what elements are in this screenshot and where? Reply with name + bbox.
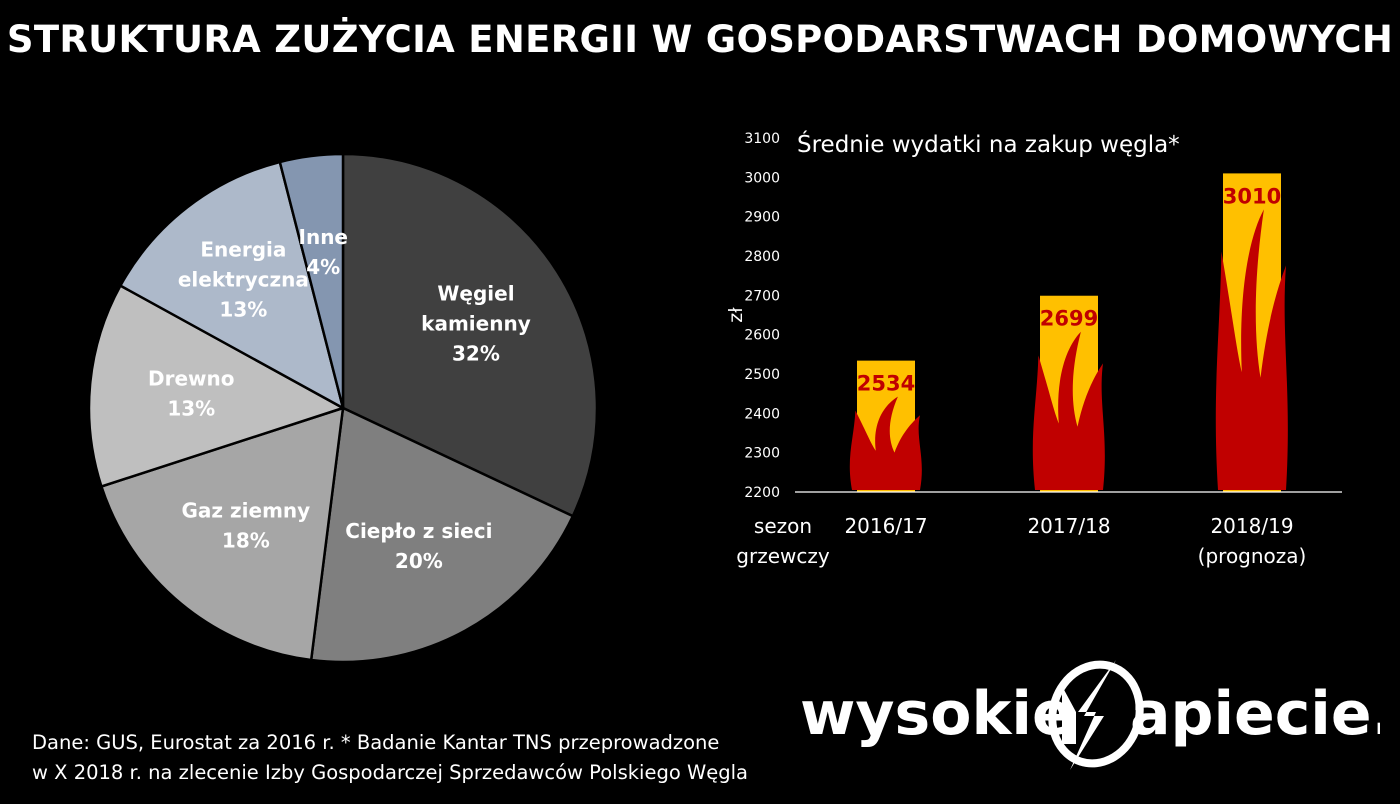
pie-slice-value: 13% xyxy=(167,397,215,421)
pie-slice xyxy=(341,152,599,518)
pie-slice-label: Gaz ziemny 18% xyxy=(182,498,311,552)
y-axis-label: zł xyxy=(725,307,747,323)
y-tick-label: 2400 xyxy=(744,406,780,422)
pie-slice-name: Drewno xyxy=(148,367,234,391)
x-axis-label: grzewczy xyxy=(736,544,830,568)
pie-slice xyxy=(118,160,345,411)
bar-value-label: 2534 xyxy=(857,372,915,396)
y-tick-label: 2200 xyxy=(744,485,780,501)
x-tick-label: (prognoza) xyxy=(1198,544,1307,568)
x-tick-label: 2017/18 xyxy=(1027,514,1110,538)
y-tick-label: 2800 xyxy=(744,249,780,265)
pie-slice xyxy=(309,406,575,664)
pie-slice-value: 13% xyxy=(219,298,267,322)
pie-slice-label: Węgiel kamienny 32% xyxy=(421,282,531,366)
pie-chart: Węgiel kamienny 32% Ciepło z sieci 20% Gaz zi… xyxy=(87,152,599,664)
logo-text-right: apiecie.pl xyxy=(1130,679,1380,749)
x-tick-label: 2016/17 xyxy=(844,514,927,538)
y-tick-label: 3100 xyxy=(744,131,780,147)
logo-text-left: wysokie xyxy=(800,679,1073,749)
pie-slice-name: kamienny xyxy=(421,312,531,336)
y-tick-label: 2300 xyxy=(744,446,780,462)
y-tick-label: 2500 xyxy=(744,367,780,383)
lightning-bolt-icon xyxy=(1048,660,1144,770)
bar-value-label: 3010 xyxy=(1223,184,1281,208)
pie-slice-name: Gaz ziemny xyxy=(182,498,311,522)
x-axis-label: sezon xyxy=(754,514,812,538)
pie-slice xyxy=(99,406,345,662)
flame-icon xyxy=(849,396,922,490)
pie-slice-label: Inne 4% xyxy=(299,225,348,279)
bar-chart-title: Średnie wydatki na zakup węgla* xyxy=(797,130,1180,158)
pie-slice-label: Drewno 13% xyxy=(148,367,234,421)
pie-slice-label: Ciepło z sieci 20% xyxy=(345,519,492,573)
flame-icon xyxy=(1032,331,1105,490)
pie-slice-value: 18% xyxy=(222,528,270,552)
pie-slice-name: elektryczna xyxy=(178,268,309,292)
pie-slice xyxy=(278,152,345,409)
pie-slice-name: Węgiel xyxy=(437,282,514,306)
pie-slice-value: 4% xyxy=(306,255,340,279)
y-tick-label: 3000 xyxy=(744,170,780,186)
y-tick-label: 2700 xyxy=(744,288,780,304)
source-note-line-2: w X 2018 r. na zlecenie Izby Gospodarcze… xyxy=(32,761,748,784)
y-tick-label: 2600 xyxy=(744,328,780,344)
page-title: STRUKTURA ZUŻYCIA ENERGII W GOSPODARSTWA… xyxy=(6,18,1394,61)
source-note: Dane: GUS, Eurostat za 2016 r. * Badanie… xyxy=(32,728,748,788)
y-tick-label: 2900 xyxy=(744,210,780,226)
pie-slice-name: Inne xyxy=(299,225,348,249)
pie-slice xyxy=(87,283,347,489)
bar-chart: 2200 2300 2400 2500 2600 2700 2800 2900 3000 3100… xyxy=(725,130,1342,568)
pie-slice-name: Energia xyxy=(200,238,286,262)
source-note-line-1: Dane: GUS, Eurostat za 2016 r. * Badanie… xyxy=(32,731,720,754)
x-tick-label: 2018/19 xyxy=(1210,514,1293,538)
bar-value-label: 2699 xyxy=(1040,307,1098,331)
flame-icon xyxy=(1215,209,1288,490)
site-logo: wysokie apiecie.pl xyxy=(800,660,1380,770)
pie-slice-name: Ciepło z sieci xyxy=(345,519,492,543)
pie-slice-value: 20% xyxy=(395,549,443,573)
pie-slice-value: 32% xyxy=(452,342,500,366)
pie-slice-label: Energia elektryczna 13% xyxy=(178,238,309,322)
